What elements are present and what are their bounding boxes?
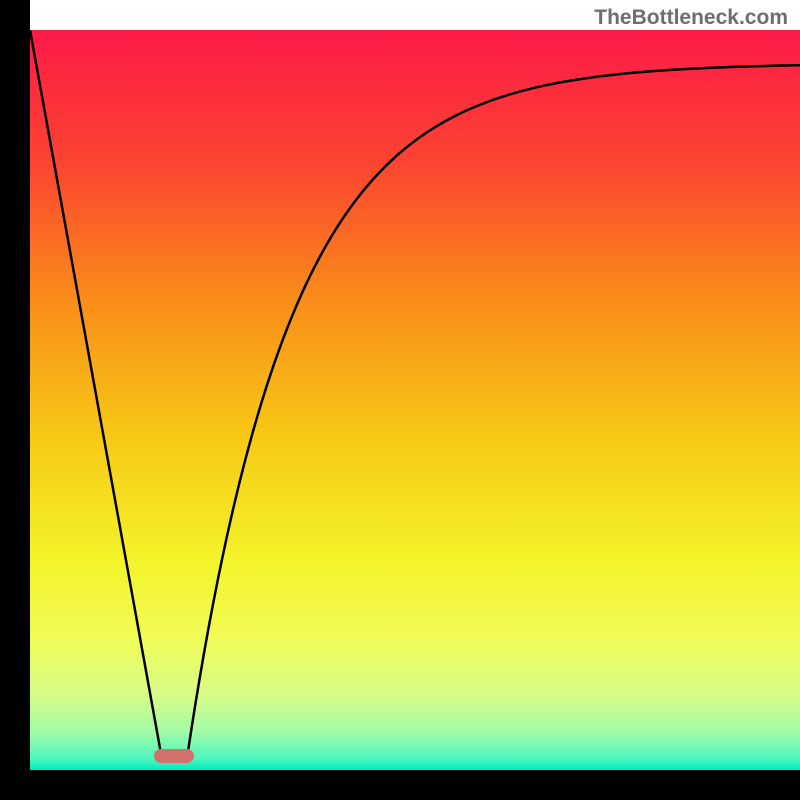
- watermark-text: TheBottleneck.com: [594, 6, 788, 30]
- bottleneck-chart: TheBottleneck.com: [0, 0, 800, 800]
- chart-svg: [0, 0, 800, 800]
